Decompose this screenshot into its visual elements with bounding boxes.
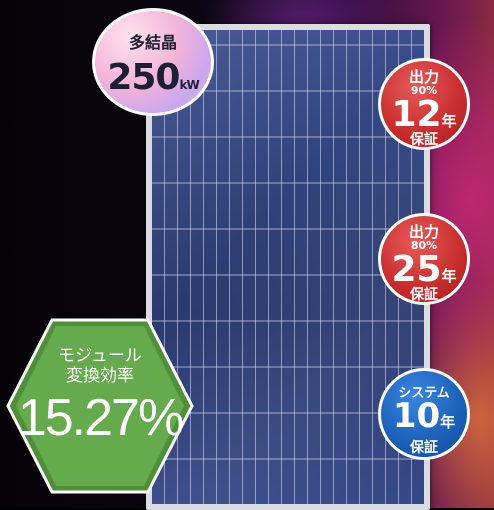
badge-output-percent: 80% xyxy=(410,239,438,252)
badge-output-percent: 90% xyxy=(410,84,438,97)
capacity-value: 250kW xyxy=(107,57,199,98)
badge-output-label: 出力 xyxy=(408,223,439,241)
efficiency-value: 15.27% xyxy=(17,389,184,447)
system-years: 10年 xyxy=(392,396,456,436)
badge-warranty-label: 保証 xyxy=(410,132,438,148)
hexagon-shape xyxy=(6,318,194,494)
badge-output-label: 出力 xyxy=(408,68,439,86)
output-90-warranty-badge: 出力 90% 12年 保証 xyxy=(378,58,470,150)
system-warranty-badge: システム 10年 保証 xyxy=(378,368,470,460)
efficiency-label-line1: モジュール xyxy=(58,346,142,366)
polycrystalline-capacity-badge: 多結晶 250kW xyxy=(92,8,214,116)
poly-label: 多結晶 xyxy=(128,33,177,52)
badge-years: 25年 xyxy=(391,249,457,290)
efficiency-label-line2: 変換効率 xyxy=(66,366,134,386)
efficiency-hexagon: モジュール 変換効率 15.27% xyxy=(4,316,196,496)
badge-warranty-label: 保証 xyxy=(410,287,438,303)
system-warranty-label: 保証 xyxy=(410,440,438,456)
badge-years: 12年 xyxy=(391,94,457,135)
capacity-unit: kW xyxy=(179,78,199,92)
system-label: システム xyxy=(398,386,450,401)
output-80-warranty-badge: 出力 80% 25年 保証 xyxy=(378,213,470,305)
